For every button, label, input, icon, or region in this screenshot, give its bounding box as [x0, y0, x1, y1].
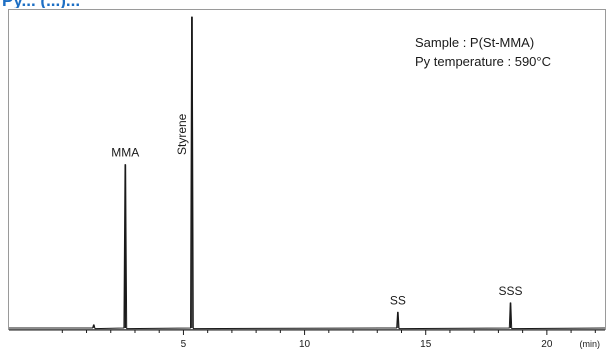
x-unit-label: (min) — [580, 339, 601, 349]
sample-annotation: Sample : P(St-MMA) — [415, 35, 535, 50]
temperature-annotation: Py temperature : 590°C — [415, 54, 551, 69]
x-tick-label: 20 — [541, 339, 553, 350]
x-axis: 5 10 15 20 (min) — [9, 329, 605, 350]
figure-title-fragment: Py... (...)... — [2, 0, 80, 8]
header-title-band: Py... (...)... — [0, 0, 611, 8]
trace-layer — [9, 16, 606, 330]
x-tick-label: 15 — [420, 339, 432, 350]
peak-label-mma: MMA — [111, 146, 139, 160]
peak-label-sss: SSS — [499, 284, 523, 298]
peak-label-styrene: Styrene — [175, 113, 189, 155]
x-tick-label: 10 — [299, 339, 311, 350]
annotation-box: Sample : P(St-MMA) Py temperature : 590°… — [415, 33, 551, 71]
peak-label-ss: SS — [390, 293, 406, 307]
x-tick-label: 5 — [181, 339, 187, 350]
